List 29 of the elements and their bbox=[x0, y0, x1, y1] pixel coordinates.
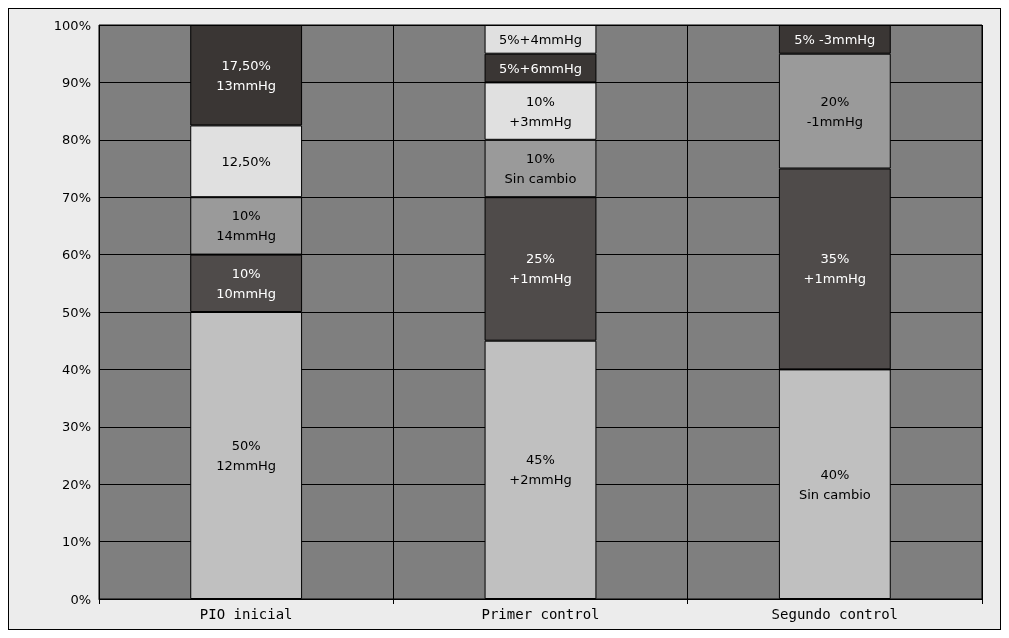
y-tick-label: 70% bbox=[62, 189, 91, 205]
data-label: 5%+4mmHg bbox=[498, 31, 583, 47]
x-tick-label: Segundo control bbox=[771, 606, 899, 622]
y-tick-label: 80% bbox=[62, 132, 91, 148]
y-tick-label: 0% bbox=[70, 591, 91, 607]
data-label: 40% Sin cambio bbox=[798, 466, 871, 502]
x-tick-label: PIO inicial bbox=[199, 606, 293, 622]
data-label: 5%+6mmHg bbox=[498, 60, 583, 76]
data-label: 50% 12mmHg bbox=[216, 438, 277, 473]
data-label: 45% +2mmHg bbox=[509, 452, 572, 488]
data-label: 12,50% bbox=[221, 153, 271, 169]
data-label: 5% -3mmHg bbox=[794, 31, 876, 47]
data-label: 17,50% 13mmHg bbox=[216, 57, 277, 93]
data-label: 35% +1mmHg bbox=[803, 251, 867, 287]
data-label: 10% 14mmHg bbox=[216, 208, 277, 244]
y-tick-label: 20% bbox=[62, 476, 91, 492]
y-tick-label: 10% bbox=[62, 534, 91, 550]
x-tick-label: Primer control bbox=[481, 606, 600, 622]
data-label: 10% Sin cambio bbox=[504, 151, 577, 186]
y-tick-label: 40% bbox=[62, 361, 91, 377]
data-label: 20% -1mmHg bbox=[806, 93, 863, 129]
data-label: 10% +3mmHg bbox=[509, 93, 572, 129]
y-tick-label: 50% bbox=[62, 304, 91, 320]
y-tick-label: 100% bbox=[53, 17, 91, 33]
y-tick-label: 30% bbox=[62, 419, 91, 435]
data-label: 10% 10mmHg bbox=[216, 265, 277, 301]
data-label: 25% +1mmHg bbox=[509, 251, 572, 287]
y-tick-label: 60% bbox=[62, 247, 91, 263]
y-tick-label: 90% bbox=[62, 74, 91, 90]
